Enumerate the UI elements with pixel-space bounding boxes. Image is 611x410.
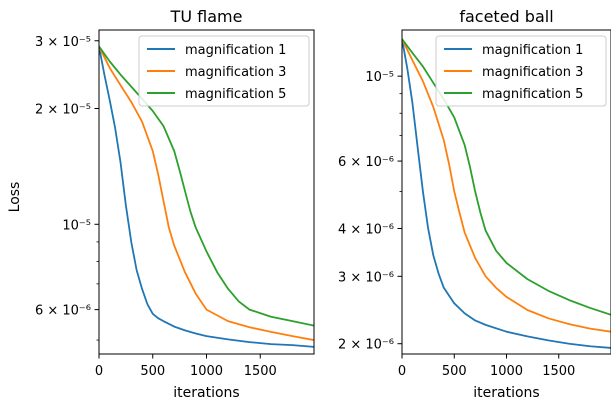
chart-panel-2: 10⁻⁵ 6 × 10⁻⁶ 4 × 10⁻⁶ 3 × 10⁻⁶ 2 × 10⁻⁶ 0 500… — [338, 7, 611, 401]
y-tick-label: 4 × 10⁻⁶ — [338, 222, 394, 237]
legend-label-2: magnification 3 — [185, 65, 286, 80]
legend-label-2: magnification 3 — [482, 65, 583, 80]
y-tick-label: 10⁻⁵ — [62, 218, 91, 233]
y-axis-label: Loss — [7, 182, 23, 213]
x-tick-label: 0 — [398, 364, 406, 379]
x-tick-label: 1000 — [490, 364, 523, 379]
y-tick-label: 10⁻⁵ — [365, 70, 394, 85]
legend-label-1: magnification 1 — [482, 43, 583, 58]
legend-label-1: magnification 1 — [185, 43, 286, 58]
x-axis-label: iterations — [473, 385, 539, 401]
legend-label-3: magnification 5 — [185, 87, 286, 102]
y-tick-label: 3 × 10⁻⁶ — [338, 270, 394, 285]
legend: magnification 1 magnification 3 magnificat… — [436, 36, 606, 106]
x-tick-label: 0 — [95, 364, 103, 379]
chart-title: TU flame — [170, 7, 243, 26]
x-axis-label: iterations — [173, 385, 239, 401]
x-tick-label: 500 — [140, 364, 165, 379]
y-tick-label: 2 × 10⁻⁵ — [35, 103, 91, 118]
legend-label-3: magnification 5 — [482, 87, 583, 102]
y-tick-label: 2 × 10⁻⁶ — [338, 338, 394, 353]
x-tick-label: 1500 — [244, 364, 277, 379]
y-tick-label: 6 × 10⁻⁶ — [338, 155, 394, 170]
chart-title: faceted ball — [459, 7, 553, 26]
x-tick-label: 1000 — [190, 364, 223, 379]
x-tick-label: 500 — [442, 364, 467, 379]
legend: magnification 1 magnification 3 magnificat… — [139, 36, 309, 106]
y-tick-label: 3 × 10⁻⁵ — [35, 35, 91, 50]
chart-panel-1: 3 × 10⁻⁵ 2 × 10⁻⁵ 10⁻⁵ 6 × 10⁻⁶ 0 500 1000 1500… — [35, 7, 314, 401]
y-tick-label: 6 × 10⁻⁶ — [35, 304, 91, 319]
x-tick-label: 1500 — [542, 364, 575, 379]
